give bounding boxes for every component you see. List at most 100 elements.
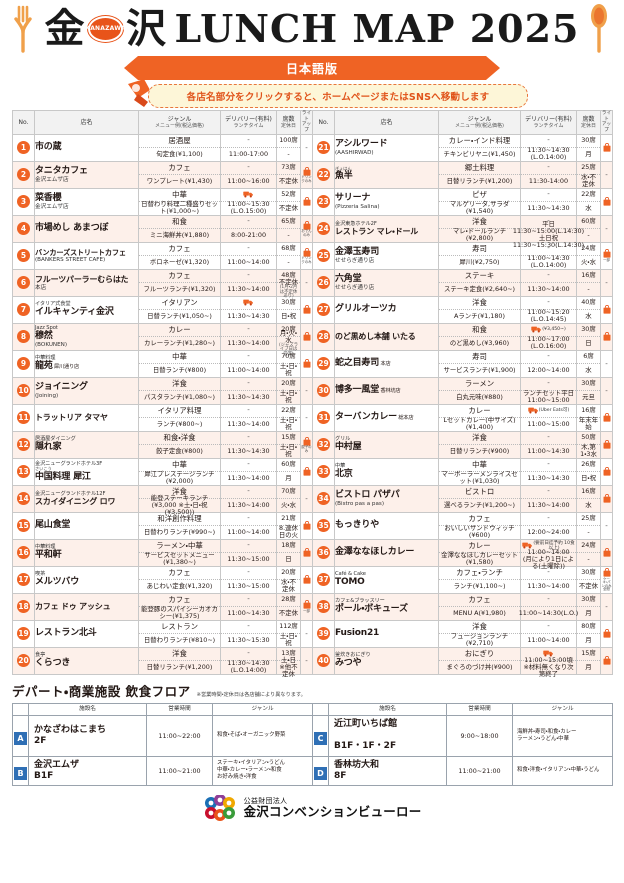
shop-name: 尾山食堂	[35, 520, 71, 531]
department-name[interactable]: 香林坊大和 8F	[328, 755, 447, 787]
delivery-none: -	[247, 244, 250, 253]
delivery-cell: (Uber Eats可) 11:00~15:00	[520, 403, 577, 432]
lunch-time: 11:30~14:30	[527, 473, 570, 482]
department-name[interactable]: かなざわはこまち 2F	[28, 714, 147, 757]
shop-name-cell[interactable]: 居酒屋ダイニング 隠れ家	[34, 430, 139, 459]
table-row[interactable]: 31 ターバンカレー 総本店 カレー Lセットカレー(中サイズ)(¥1,400) (U…	[312, 403, 613, 432]
shop-name-cell[interactable]: Café & Cake TOMO	[334, 565, 439, 594]
shop-name-cell[interactable]: 喫茶 メルツバウ	[34, 565, 139, 594]
table-row[interactable]: 40 釜炊きおにぎり みつや おにぎり まぐろのづけ丼(¥900) 11:00~15:00…	[312, 646, 613, 677]
shop-name-cell[interactable]: グリル 中村屋	[334, 430, 439, 459]
table-row[interactable]: 36 金澤ななほしカレー カレー 金澤ななほしカレーセット(¥1,580) (要前日迄…	[312, 538, 613, 569]
table-row[interactable]: 37 Café & Cake TOMO カフェ・ランチ ランチ(¥1,100~) -11:…	[312, 565, 613, 594]
shop-name-cell[interactable]: もっきりや	[334, 511, 439, 540]
table-row[interactable]: 11 トラットリア タマヤ イタリア料理 ランチ(¥800~) - 11:30~14:00…	[12, 403, 313, 432]
shop-name-cell[interactable]: レストラン北斗	[34, 619, 139, 648]
shop-name-cell[interactable]: ぎょはん 魚半	[334, 160, 439, 189]
table-row[interactable]: 10 ジョイニング (Joining) 洋食 パスタランチ(¥1,080~) -11:30…	[12, 376, 313, 405]
shop-name-cell[interactable]: 市場めし あまつぼ	[34, 214, 139, 243]
shop-name-cell[interactable]: イタリア式食堂 イルキャンティ金沢	[34, 295, 139, 324]
table-row[interactable]: 39 Fusion21 洋食 フュージョンランチ(¥2,710) - 11:00~14:0…	[312, 619, 613, 648]
shop-name-cell[interactable]: ジョイニング (Joining)	[34, 376, 139, 405]
shop-name-cell[interactable]: 金沢ニューグランドホテル3F さいこう 中国料理 犀江	[34, 457, 139, 486]
delivery-cell: - 11:00~16:00	[220, 160, 277, 189]
shop-name-cell[interactable]: 金沢東急ホテル2F レストラン マレ・ドール	[334, 214, 439, 243]
table-row[interactable]: 3 菜香櫻 金沢エムザ店 中華 日替わり料理二種盛りセット(¥1,000~) 11:00~…	[12, 187, 313, 216]
shop-name-cell[interactable]: 六角堂 せせらぎ通り店	[334, 268, 439, 297]
shop-name-cell[interactable]: 釜炊きおにぎり みつや	[334, 646, 439, 675]
shop-name-cell[interactable]: カフェ&ブラッスリー ポール・ボキューズ	[334, 592, 439, 621]
table-row[interactable]: 19 レストラン北斗 レストラン 日替わりランチ(¥810~) - 11:30~15:30…	[12, 619, 313, 648]
row-number: 39	[312, 619, 335, 648]
table-row[interactable]: 32 グリル 中村屋 洋食 日替リランチ(¥900) -11:00~14:30 50席 木,第…	[312, 430, 613, 459]
table-row[interactable]: 24 金沢東急ホテル2F レストラン マレ・ドール 洋食 マレ・ドールランチ(¥2,80…	[312, 214, 613, 249]
shop-name-cell[interactable]: 尾山食堂	[34, 511, 139, 540]
shop-name-cell[interactable]: 食亭 くらつき	[34, 646, 139, 675]
table-row[interactable]: 20 食亭 くらつき 洋食 日替リランチ(¥1,200) -11:30~14:30 (L.…	[12, 646, 313, 678]
shop-name-cell[interactable]: 菜香櫻 金沢エムザ店	[34, 187, 139, 216]
shop-name-cell[interactable]: フルーツパーラーむらはた 本店	[34, 268, 139, 297]
shop-name-cell[interactable]: グリルオーツカ	[334, 295, 439, 324]
shop-name-cell[interactable]: トラットリア タマヤ	[34, 403, 139, 432]
shop-name-cell[interactable]: 市の蔵	[34, 133, 139, 162]
table-row[interactable]: 35 もっきりや カフェ おいしいサンドウィッチ(¥600) - 12:00~24:00 2…	[312, 511, 613, 540]
shop-name-cell[interactable]: のど黒めし本舗 いたる	[334, 322, 439, 351]
shop-name-cell[interactable]: タニタカフェ 金沢エムザ店	[34, 160, 139, 189]
table-row[interactable]: 34 ビストロ パザパ (Bistro pas a pas) ビストロ 選べるランチ(¥…	[312, 484, 613, 513]
table-row[interactable]: 33 中華 北京 中華 マーボーラーメンライスセット(¥1,030) -11:30~14:…	[312, 457, 613, 486]
genre-text: カレー	[439, 405, 520, 418]
shop-name-cell[interactable]: 中華料理 平和軒	[34, 538, 139, 567]
table-row[interactable]: 7 イタリア式食堂 イルキャンティ金沢 イタリアン 日替ランチ(¥1,050~) 11:3…	[12, 295, 313, 324]
table-row[interactable]: 30 博多一風堂 香林坊店 ラーメン 白丸元味(¥880) - ランチセット平日 11:0…	[312, 376, 613, 405]
department-name[interactable]: 金沢エムザ B1F	[28, 755, 147, 787]
delivery-cell: - 12:00~24:00	[520, 511, 577, 540]
shop-name-cell[interactable]: Fusion21	[334, 619, 439, 648]
shop-name-cell[interactable]: 中華 北京	[334, 457, 439, 486]
table-row[interactable]: 29 蛇之目寿司 本店 寿司 サービスランチ(¥1,900) - 12:00~14:00 6…	[312, 349, 613, 378]
department-row[interactable]: B 金沢エムザ B1F 11:00~21:00 ステーキ・イタリアン・うどん 中華・カレー…	[12, 755, 613, 787]
table-row[interactable]: 25 金澤玉寿司 せせらぎ通り店 寿司 犀川(¥2,750) -11:00~14:30 (…	[312, 241, 613, 270]
table-row[interactable]: 12 居酒屋ダイニング 隠れ家 和食・洋食 餃子定食(¥800) -11:30~14:30…	[12, 430, 313, 459]
shop-name-cell[interactable]: 金澤ななほしカレー	[334, 538, 439, 567]
table-row[interactable]: 27 グリルオーツカ 洋食 Aランチ(¥1,180) -11:00~15:20 (L.O…	[312, 295, 613, 324]
seat-count: 65席	[277, 216, 300, 229]
delivery-status: -	[221, 378, 276, 391]
table-row[interactable]: 14 金沢ニューグランドホテル12F スカイダイニング ロワ 洋食 能登ステーキランチ(…	[12, 484, 313, 515]
table-row[interactable]: 18 カフェ ドゥ アッシュ カフェ 能登豚のスパイシーカオカシー(¥1,375) - 1…	[12, 592, 313, 621]
table-row[interactable]: 23 サリーナ (Pizzeria Salina) ピザ マルゲリータ,サラダ(¥1,5…	[312, 187, 613, 216]
delivery-none: -	[247, 487, 250, 496]
shop-name-cell[interactable]: バンカーズストリートカフェ (BANKERS STREET CAFE)	[34, 241, 139, 270]
shop-name-cell[interactable]: 金澤玉寿司 せせらぎ通り店	[334, 241, 439, 270]
department-name[interactable]: 近江町いちば館 B1F・1F・2F	[328, 714, 447, 757]
department-genre: 海鮮丼・寿司・和食・カレー ラーメン・うどん・中華	[512, 714, 613, 757]
table-row[interactable]: 28 のど黒めし本舗 いたる 和食 のど黒めし(¥3,960) (¥3,450~) 11…	[312, 322, 613, 351]
table-row[interactable]: 26 六角堂 せせらぎ通り店 ステーキ ステーキ定食(¥2,640~) -11:30~14…	[312, 268, 613, 297]
row-number: 28	[312, 322, 335, 351]
table-row[interactable]: 1 市の蔵 居酒屋 旬定食(¥1,100) -11:00-17:00 100席 - -	[12, 133, 313, 162]
table-row[interactable]: 38 カフェ&ブラッスリー ポール・ボキューズ カフェ MENU A(¥1,980) -1…	[312, 592, 613, 621]
shop-name-cell[interactable]: 金沢ニューグランドホテル12F スカイダイニング ロワ	[34, 484, 139, 513]
shop-name-cell[interactable]: カフェ ドゥ アッシュ	[34, 592, 139, 621]
table-row[interactable]: 13 金沢ニューグランドホテル3F さいこう 中国料理 犀江 中華 犀江プレステージランチ…	[12, 457, 313, 486]
shops-tables: No. 店名 ジャンル メニュー例(税込価格) デリバリー(有料) ランチタイム…	[0, 110, 624, 678]
table-row[interactable]: 6 フルーツパーラーむらはた 本店 カフェ フルーツランチ(¥1,320) -11:30~…	[12, 268, 313, 299]
shop-name-cell[interactable]: 博多一風堂 香林坊店	[334, 376, 439, 405]
shop-name-cell[interactable]: ターバンカレー 総本店	[334, 403, 439, 432]
department-row[interactable]: A かなざわはこまち 2F 11:00~22:00 和食・そば・オーガニック野菜 C 近江町…	[12, 714, 613, 757]
table-row[interactable]: 17 喫茶 メルツバウ カフェ あじわい定食(¥1,320) -11:30~15:00 20…	[12, 565, 313, 594]
table-row[interactable]: 22 ぎょはん 魚半 郷土料理 日替リランチ(¥1,200) -11:30-14:00 25…	[312, 160, 613, 189]
table-row[interactable]: 16 中華料理 平和軒 ラーメン・中華 サービスセットメニュー(¥1,380~) -11:…	[12, 538, 313, 567]
table-row[interactable]: 4 市場めし あまつぼ 和食 ミニ海鮮丼(¥1,880) -8:00-21:00 65席 -…	[12, 214, 313, 243]
shop-name-cell[interactable]: サリーナ (Pizzeria Salina)	[334, 187, 439, 216]
table-row[interactable]: 2 タニタカフェ 金沢エムザ店 カフェ ワンプレート(¥1,430) -11:00~16:…	[12, 160, 313, 189]
shop-name-cell[interactable]: 蛇之目寿司 本店	[334, 349, 439, 378]
shop-name-cell[interactable]: 中華料理 龍苑 犀川通り店	[34, 349, 139, 378]
table-row[interactable]: 15 尾山食堂 和洋創作料理 日替わりランチ(¥990~) - 11:00~14:00 21…	[12, 511, 313, 540]
shop-name-cell[interactable]: ビストロ パザパ (Bistro pas a pas)	[334, 484, 439, 513]
shop-name-cell[interactable]: アシルワード (AASHIRWAD)	[334, 133, 439, 162]
table-row[interactable]: 9 中華料理 龍苑 犀川通り店 中華 日替ランチ(¥800) -11:00~14:00 70…	[12, 349, 313, 378]
shop-name-cell[interactable]: Jazz Spot 穆然 (BOKUNEN)	[34, 322, 139, 351]
table-row[interactable]: 21 アシルワード (AASHIRWAD) カレー・インド料理 チキンビリヤニ(¥1,4…	[312, 133, 613, 162]
table-row[interactable]: 5 バンカーズストリートカフェ (BANKERS STREET CAFE) カフェ ボロ…	[12, 241, 313, 270]
table-row[interactable]: 8 Jazz Spot 穆然 (BOKUNEN) カレー カレーランチ(¥1,280~) -…	[12, 322, 313, 356]
